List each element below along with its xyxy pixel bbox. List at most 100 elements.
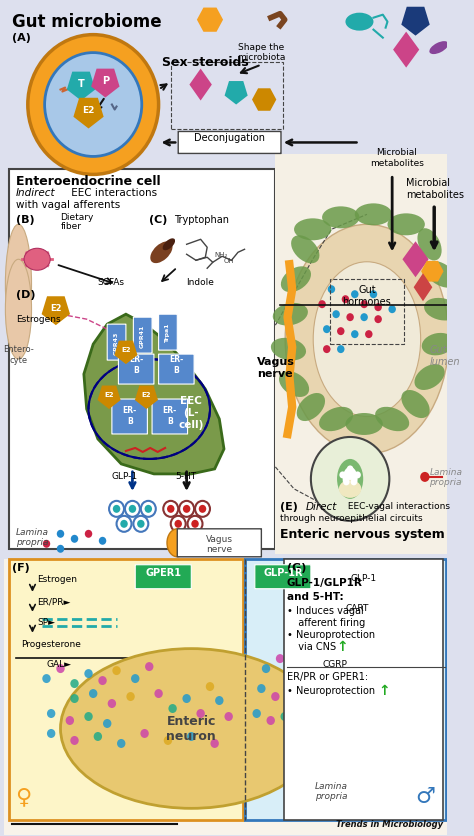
Text: ER/PR►: ER/PR► [37,597,71,606]
Text: Enteroendocrine cell: Enteroendocrine cell [16,176,160,188]
Ellipse shape [422,334,454,356]
Text: GAL►: GAL► [46,659,72,668]
Circle shape [94,732,102,741]
Text: Gut
hormones: Gut hormones [343,285,392,307]
Ellipse shape [424,298,459,321]
Text: OH: OH [224,258,235,264]
Ellipse shape [24,249,50,271]
Text: Trends in Microbiology: Trends in Microbiology [337,819,444,828]
Circle shape [337,328,345,336]
Circle shape [195,502,210,517]
Circle shape [137,520,145,528]
Circle shape [140,729,149,738]
Circle shape [342,296,349,303]
Circle shape [84,712,93,721]
Ellipse shape [355,204,392,226]
Text: Indirect: Indirect [16,188,55,198]
Circle shape [304,656,312,665]
Circle shape [57,530,64,538]
Text: (B): (B) [16,215,34,225]
Circle shape [271,692,280,701]
Polygon shape [225,82,248,105]
Text: with vagal afferents: with vagal afferents [16,200,120,210]
Ellipse shape [401,390,429,419]
Text: Indole: Indole [187,278,215,287]
Circle shape [117,516,131,533]
Circle shape [133,516,148,533]
FancyBboxPatch shape [255,565,311,589]
Text: E2: E2 [142,391,151,398]
FancyBboxPatch shape [135,565,191,589]
Bar [4,1,447,559]
Circle shape [145,505,152,513]
Text: afferent firing: afferent firing [292,617,365,627]
Circle shape [108,699,116,708]
Text: Estrogens: Estrogens [16,315,60,324]
Ellipse shape [346,414,383,436]
Circle shape [290,666,298,675]
Text: via CNS: via CNS [292,641,337,651]
Ellipse shape [425,262,457,288]
Circle shape [323,346,330,354]
Circle shape [346,662,355,671]
Circle shape [141,502,156,517]
Text: Dietary: Dietary [61,213,94,222]
Ellipse shape [313,263,420,417]
Circle shape [57,545,64,553]
Circle shape [99,538,106,545]
Text: 5-HT: 5-HT [175,472,197,481]
Polygon shape [73,99,104,130]
Text: Lamina: Lamina [16,528,49,536]
Text: Shape the
microbiota: Shape the microbiota [237,43,285,62]
Text: NH₂: NH₂ [215,252,228,258]
Bar [171,63,283,130]
Circle shape [351,331,358,339]
Circle shape [164,736,172,745]
Text: Progesterone: Progesterone [21,639,81,648]
Circle shape [188,516,202,533]
Circle shape [89,689,97,698]
Text: GLP-1R: GLP-1R [263,567,302,577]
Text: E2: E2 [104,391,114,398]
Text: Enteric nervous system: Enteric nervous system [280,528,445,540]
Circle shape [323,716,331,725]
Circle shape [131,675,139,683]
Circle shape [383,656,392,665]
Circle shape [276,655,284,663]
Text: Estrogen: Estrogen [37,574,77,583]
Polygon shape [91,69,119,99]
Circle shape [103,719,111,728]
Circle shape [266,716,275,725]
Circle shape [253,709,261,718]
Text: P: P [102,75,109,85]
Circle shape [71,535,78,543]
Ellipse shape [163,239,175,251]
Circle shape [84,670,93,678]
Circle shape [43,540,50,548]
Ellipse shape [281,267,311,293]
Bar [9,559,243,820]
Text: • Induces vagal: • Induces vagal [287,605,364,615]
Circle shape [309,709,317,718]
Circle shape [407,655,415,663]
Ellipse shape [429,42,448,55]
Text: through neuroepithelial circuits: through neuroepithelial circuits [280,513,423,522]
Text: (A): (A) [12,33,31,43]
Polygon shape [197,8,223,33]
Text: Lamina
propria: Lamina propria [429,467,463,487]
Text: GLP-1: GLP-1 [112,472,138,481]
Circle shape [318,665,326,673]
FancyBboxPatch shape [133,318,152,354]
Circle shape [313,686,322,696]
FancyBboxPatch shape [107,324,126,360]
Circle shape [360,301,368,308]
Circle shape [47,729,55,738]
Text: ER-
B: ER- B [163,405,177,426]
Circle shape [365,331,373,339]
Bar [284,559,443,820]
Circle shape [65,716,74,725]
Text: CART: CART [346,603,369,612]
Polygon shape [98,386,120,410]
Text: ↑: ↑ [336,639,348,653]
Circle shape [327,692,336,701]
